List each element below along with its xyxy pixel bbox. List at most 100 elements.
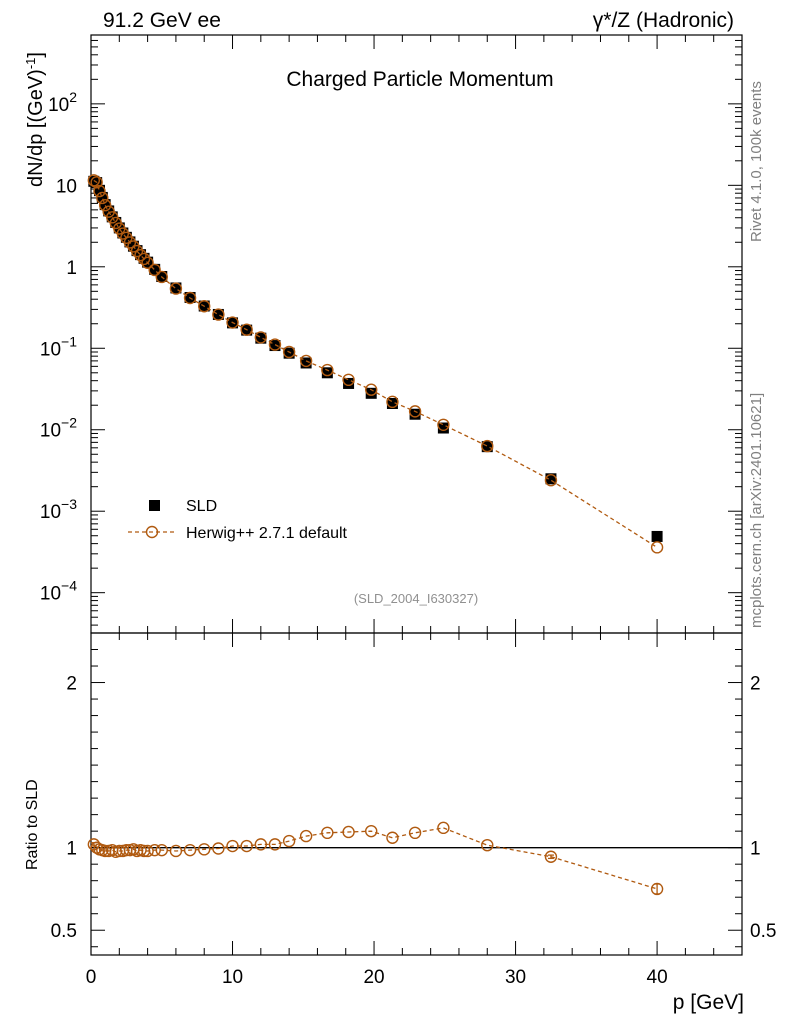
ratio-data-point (90, 841, 103, 854)
x-tick-label: 40 (647, 967, 668, 988)
x-tick-label: 10 (222, 967, 243, 988)
sld-data-point (321, 367, 333, 379)
mc-data-point (87, 174, 101, 187)
y-tick-label-ratio-left: 0.5 (51, 921, 77, 942)
mc-data-point (321, 363, 334, 377)
y-tick-label-main: 10−2 (40, 415, 77, 442)
legend-mc-label: Herwig++ 2.7.1 default (186, 525, 348, 542)
sld-data-point (651, 530, 663, 542)
sld-data-point (365, 387, 377, 399)
mc-data-point (437, 418, 450, 431)
y-tick-label-ratio-left: 2 (66, 674, 77, 695)
ratio-plot-panel: 0 10 20 30 40 0.5 0.5 1 1 2 2 (51, 632, 776, 988)
mc-data-point (226, 316, 239, 329)
mc-data-point (134, 248, 147, 262)
ratio-data-point (282, 834, 296, 848)
left-title: 91.2 GeV ee (103, 9, 221, 32)
mc-data-point (155, 270, 168, 284)
y-tick-label-ratio-right: 2 (750, 674, 761, 695)
main-plot-panel: 10−4 10−3 10−2 10−1 1 10 102 (40, 34, 743, 634)
ratio-data-point (437, 821, 450, 835)
sld-data-point (269, 340, 281, 352)
mc-data-point (268, 338, 282, 351)
mc-data-point (90, 176, 103, 189)
plot-title: Charged Particle Momentum (286, 68, 553, 91)
ratio-data-point (212, 842, 225, 855)
ratio-data-point (183, 843, 197, 857)
mc-data-point (282, 345, 296, 359)
y-tick-label-main: 102 (48, 89, 77, 116)
sld-data-point (106, 211, 118, 223)
sld-data-point (386, 397, 398, 409)
mc-data-point (93, 184, 106, 198)
legend: SLD Herwig++ 2.7.1 default (128, 498, 348, 542)
sld-data-point (96, 191, 108, 203)
ratio-data-point (365, 824, 378, 838)
ratio-data-point (299, 829, 313, 843)
mc-data-point (116, 227, 130, 240)
ratio-data-point (268, 838, 282, 851)
mc-data-point (212, 308, 225, 321)
sld-data-point (212, 308, 224, 320)
mc-data-point (342, 373, 355, 387)
mc-data-point (299, 354, 313, 368)
ratio-data-point (386, 831, 399, 844)
x-tick-label: 0 (86, 967, 97, 988)
sld-data-point (481, 441, 493, 453)
y-tick-label-ratio-left: 1 (66, 839, 77, 860)
sld-data-point (93, 185, 105, 197)
ratio-data-point (321, 826, 334, 840)
ratio-data-point (254, 838, 268, 851)
mc-data-point (198, 300, 211, 313)
y-tick-label-ratio-right: 0.5 (750, 921, 776, 942)
ratio-data-point (155, 843, 168, 857)
mc-data-point (96, 191, 109, 205)
mc-data-point (254, 331, 268, 344)
mc-data-point (148, 263, 161, 277)
ratio-data-point (148, 843, 161, 857)
sld-data-point (149, 263, 161, 275)
ratio-data-point (408, 826, 422, 840)
ratio-data-point (198, 843, 211, 856)
ratio-data-point (240, 839, 253, 853)
ratio-data-point (169, 844, 183, 858)
side-text-top: Rivet 4.1.0, 100k events (748, 81, 765, 242)
sld-data-point (99, 199, 111, 211)
sld-data-point (343, 377, 355, 389)
right-title: γ*/Z (Hadronic) (593, 9, 734, 32)
mc-data-point (141, 256, 154, 269)
analysis-id: (SLD_2004_I630327) (354, 591, 478, 606)
mc-data-point (130, 244, 144, 258)
x-tick-label: 20 (363, 967, 384, 988)
mc-data-point (98, 199, 112, 212)
ratio-data-point (226, 839, 239, 853)
sld-data-point (409, 408, 421, 420)
legend-sld-label: SLD (186, 498, 217, 515)
ratio-data-point (481, 838, 494, 852)
mc-data-point (481, 439, 494, 453)
ratio-data-point (342, 825, 355, 839)
sld-data-point (255, 332, 267, 344)
sld-data-point (437, 422, 449, 434)
ratio-plot-frame (90, 632, 743, 956)
mc-data-point (544, 474, 558, 487)
sld-data-point (300, 357, 312, 369)
y-tick-label-main: 1 (66, 258, 77, 279)
x-axis-label: p [GeV] (673, 991, 744, 1014)
sld-data-point (103, 205, 115, 217)
ratio-series-line (93, 827, 658, 890)
mc-data-point (183, 291, 197, 305)
y-tick-label-main: 10−1 (40, 333, 77, 360)
legend-mc-marker (145, 525, 159, 539)
y-tick-label-main: 10−3 (40, 496, 77, 523)
mc-data-point (137, 252, 151, 266)
mc-series-line (93, 179, 658, 548)
sld-data-point (545, 473, 557, 485)
sld-data-point (170, 282, 182, 294)
main-plot-frame (90, 34, 743, 634)
mc-data-point (240, 323, 253, 336)
mc-data-point (123, 236, 137, 249)
legend-sld-marker (149, 500, 160, 511)
x-tick-label: 30 (505, 967, 526, 988)
